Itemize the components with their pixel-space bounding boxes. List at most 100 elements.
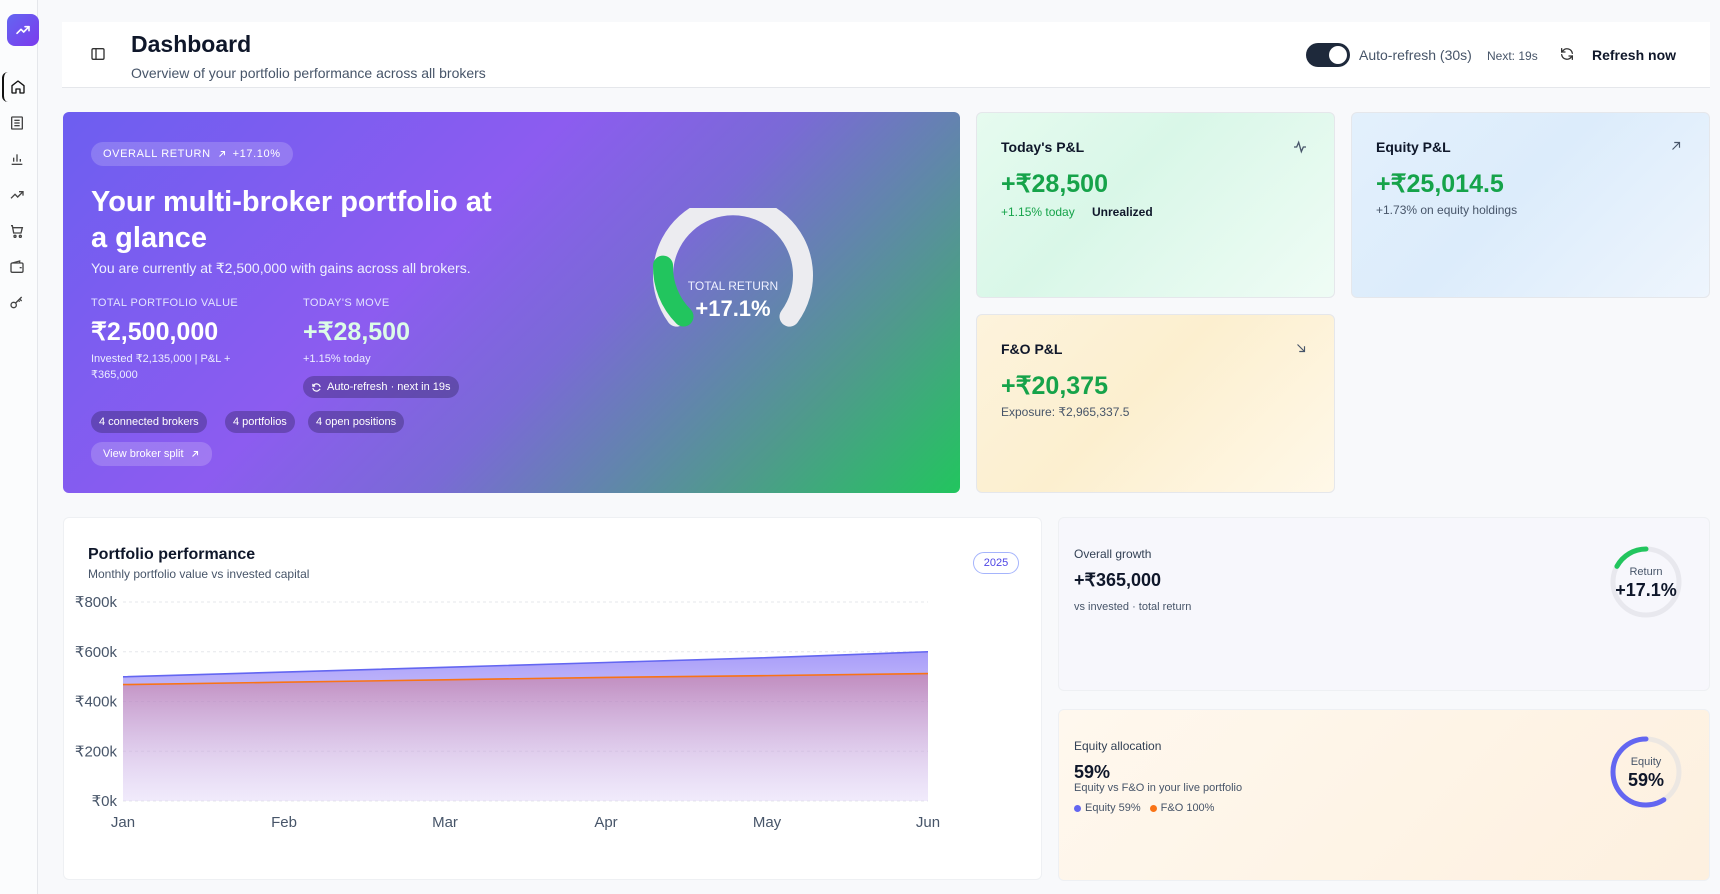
portfolios-chip: 4 portfolios <box>225 411 295 433</box>
page-subtitle: Overview of your portfolio performance a… <box>131 65 486 81</box>
trending-up-icon <box>10 191 24 199</box>
performance-title: Portfolio performance <box>88 546 256 563</box>
x-tick-label: Feb <box>271 814 297 831</box>
gauge-value: +17.1% <box>695 296 771 321</box>
activity-icon <box>1292 139 1308 160</box>
series-line-1 <box>122 672 929 686</box>
growth-value: +₹365,000 <box>1074 570 1162 590</box>
allocation-value: 59% <box>1074 762 1111 782</box>
refresh-now-button[interactable]: Refresh now <box>1592 47 1677 63</box>
allocation-title: Equity allocation <box>1074 739 1162 753</box>
equity-allocation-card: Equity allocation 59% Equity vs F&O in y… <box>1058 709 1710 881</box>
todays-pnl-value: +₹28,500 <box>1001 170 1108 198</box>
allocation-sub: Equity vs F&O in your live portfolio <box>1074 782 1243 794</box>
todays-move-label: TODAY'S MOVE <box>303 297 390 309</box>
x-tick-label: Jan <box>111 814 135 831</box>
todays-move-sub: +1.15% today <box>303 353 371 365</box>
fno-pnl-sub: Exposure: ₹2,965,337.5 <box>1001 405 1130 419</box>
gauge-label: TOTAL RETURN <box>687 279 779 293</box>
return-ring-label: Return <box>1629 566 1663 578</box>
sidebar-item-analytics[interactable] <box>2 144 32 174</box>
overall-return-badge: OVERALL RETURN +17.10% <box>91 142 293 166</box>
hero-headline: Your multi-broker portfolio at a glance <box>91 186 492 254</box>
legend-dot-fno <box>1149 804 1157 812</box>
arrow-up-right-icon <box>1669 139 1683 158</box>
growth-sub: vs invested · total return <box>1074 601 1192 613</box>
todays-pnl-title: Today's P&L <box>1001 139 1085 155</box>
portfolio-performance-card: Portfolio performance Monthly portfolio … <box>63 517 1042 880</box>
equity-pnl-sub: +1.73% on equity holdings <box>1376 203 1518 217</box>
hero-description: You are currently at ₹2,500,000 with gai… <box>91 260 471 276</box>
y-tick-label: ₹400k <box>75 694 118 711</box>
auto-refresh-chip: Auto-refresh · next in 19s <box>303 376 459 398</box>
equity-pnl-title: Equity P&L <box>1376 139 1451 155</box>
fno-pnl-value: +₹20,375 <box>1001 372 1108 400</box>
equity-ring-label: Equity <box>1630 756 1662 768</box>
connected-brokers-chip: 4 connected brokers <box>91 411 207 433</box>
total-return-gauge <box>653 208 813 327</box>
x-tick-label: May <box>753 814 782 831</box>
series-area-1 <box>123 673 928 801</box>
fno-pnl-title: F&O P&L <box>1001 341 1063 357</box>
total-value: ₹2,500,000 <box>91 318 219 346</box>
arrow-up-right-icon <box>218 150 225 157</box>
cart-icon <box>11 225 24 238</box>
auto-refresh-toggle[interactable] <box>1306 43 1350 67</box>
legend-fno-label: F&O 100% <box>1160 802 1215 814</box>
view-broker-split-label: View broker split <box>103 448 184 460</box>
unrealized-badge: Unrealized <box>1092 205 1153 219</box>
performance-subtitle: Monthly portfolio value vs invested capi… <box>88 567 310 581</box>
equity-ring-fill <box>1610 736 1682 808</box>
equity-pnl-value: +₹25,014.5 <box>1376 170 1504 198</box>
toggle-sidebar-button[interactable] <box>90 46 106 67</box>
sidebar-item-api-keys[interactable] <box>2 288 32 318</box>
sidebar-item-wallet[interactable] <box>2 252 32 282</box>
fno-pnl-card: F&O P&L +₹20,375 Exposure: ₹2,965,337.5 <box>976 314 1335 493</box>
year-badge[interactable]: 2025 <box>973 552 1019 574</box>
sidebar-item-performance[interactable] <box>2 180 32 210</box>
series-line-0 <box>122 650 929 678</box>
home-icon <box>11 80 25 94</box>
overall-return-value: +17.10% <box>232 148 281 160</box>
building-icon <box>11 116 23 130</box>
overall-return-label: OVERALL RETURN <box>103 148 211 160</box>
sidebar-item-brokers[interactable] <box>2 108 32 138</box>
sidebar-panel-icon <box>91 48 105 60</box>
bar-chart-icon <box>11 154 23 165</box>
x-tick-label: Apr <box>594 814 617 831</box>
refresh-icon[interactable] <box>1559 46 1575 67</box>
page-header: Dashboard Overview of your portfolio per… <box>62 22 1710 88</box>
legend-fno: F&O 100% <box>1149 802 1215 814</box>
return-ring: Return +17.1% <box>1608 544 1684 620</box>
equity-pnl-card: Equity P&L +₹25,014.5 +1.73% on equity h… <box>1351 112 1710 298</box>
todays-pnl-sub: +1.15% today <box>1001 205 1075 219</box>
wallet-icon <box>10 260 24 273</box>
legend-equity-label: Equity 59% <box>1085 802 1141 814</box>
refresh-icon <box>312 382 321 392</box>
toggle-knob <box>1329 46 1347 64</box>
growth-title: Overall growth <box>1074 547 1152 561</box>
allocation-legend: Equity 59% F&O 100% <box>1074 802 1214 814</box>
auto-refresh-chip-label: Auto-refresh · next in 19s <box>327 381 451 393</box>
equity-ring: Equity 59% <box>1608 734 1684 810</box>
y-tick-label: ₹600k <box>75 644 118 661</box>
arrow-down-right-icon <box>1294 341 1308 360</box>
legend-equity: Equity 59% <box>1074 802 1141 814</box>
open-positions-chip: 4 open positions <box>308 411 405 433</box>
y-tick-label: ₹800k <box>75 594 118 611</box>
legend-dot-equity <box>1074 804 1081 812</box>
app-logo[interactable] <box>7 14 39 46</box>
sidebar-item-orders[interactable] <box>2 216 32 246</box>
equity-ring-value: 59% <box>1627 770 1665 790</box>
todays-move-value: +₹28,500 <box>303 318 410 346</box>
gauge-fill <box>653 255 694 327</box>
x-tick-label: Mar <box>432 814 458 831</box>
sidebar-item-home[interactable] <box>2 72 32 102</box>
arrow-up-right-icon <box>191 450 198 457</box>
view-broker-split-button[interactable]: View broker split <box>91 442 212 466</box>
auto-refresh-label: Auto-refresh (30s) <box>1359 47 1472 63</box>
key-icon <box>10 296 23 309</box>
hero-card: OVERALL RETURN +17.10% Your multi-broker… <box>63 112 960 493</box>
sidebar <box>0 0 39 894</box>
y-tick-label: ₹200k <box>75 743 118 760</box>
